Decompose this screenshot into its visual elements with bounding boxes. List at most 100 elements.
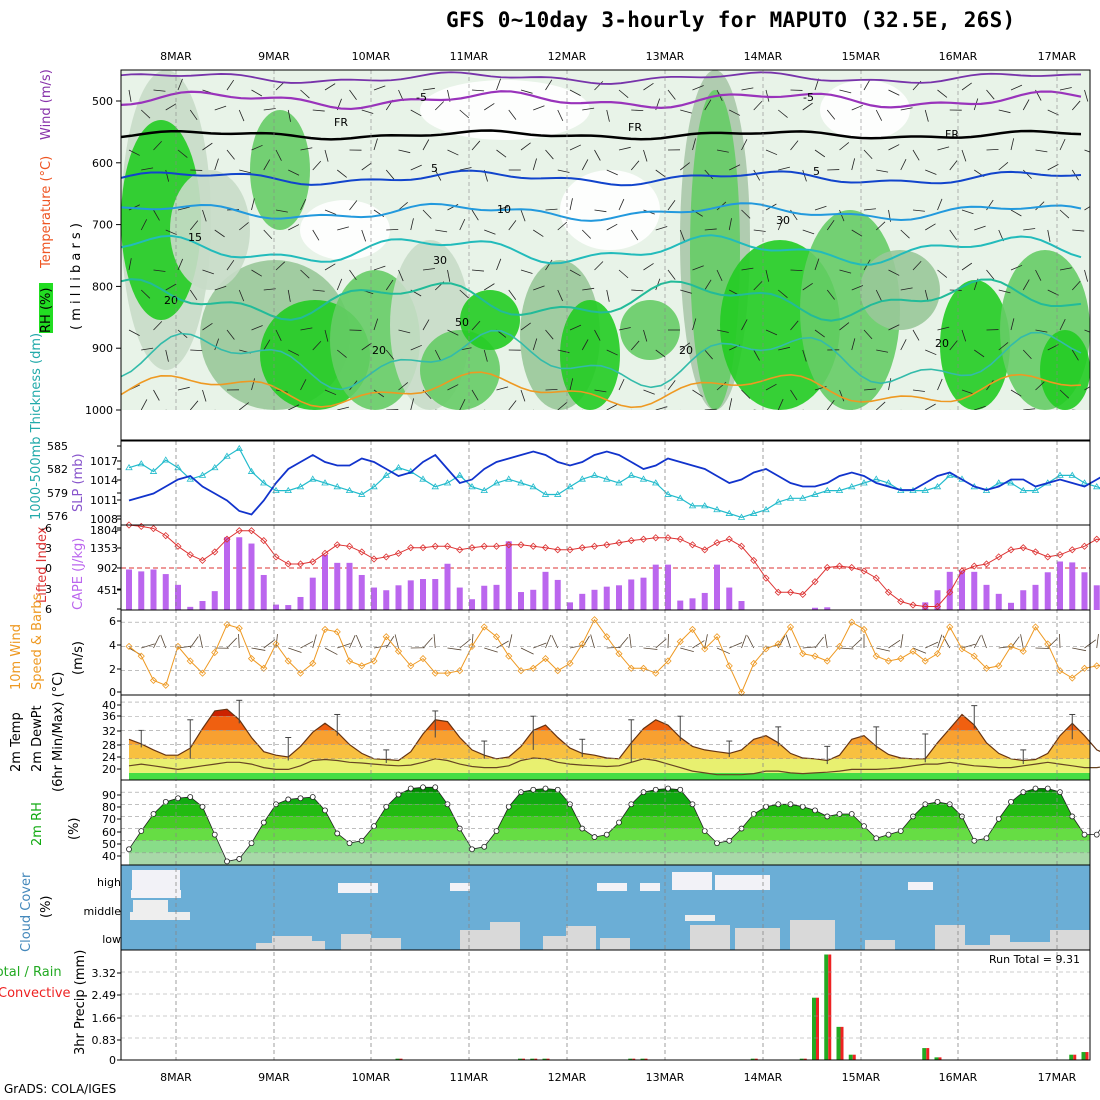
cape-bar bbox=[959, 570, 965, 610]
wind-barb bbox=[140, 109, 151, 119]
axis-tick-label: 36 bbox=[102, 710, 116, 723]
wind-barb bbox=[986, 89, 995, 100]
rh2m-label: 2m RH bbox=[30, 802, 45, 846]
lifted-index-line-point bbox=[296, 560, 305, 568]
wind10m-barb bbox=[1096, 634, 1099, 649]
contour-label-8: 15 bbox=[188, 231, 202, 244]
wind-barb bbox=[1059, 389, 1070, 399]
rh2m-line-point bbox=[383, 803, 390, 810]
wind-barb bbox=[557, 109, 564, 122]
wind-barb bbox=[140, 219, 148, 231]
cape-bar bbox=[444, 563, 451, 610]
rh2m-line-point bbox=[260, 819, 267, 826]
wind-barb bbox=[410, 164, 422, 171]
wind-barb bbox=[888, 89, 900, 96]
cape-bar bbox=[248, 543, 255, 610]
wind-barb bbox=[337, 169, 347, 178]
precip-conv-bar bbox=[534, 1058, 538, 1060]
cape-bar bbox=[1044, 572, 1051, 610]
wind-barb bbox=[520, 269, 533, 274]
thickness-line-point bbox=[884, 479, 893, 486]
wind-barb bbox=[569, 324, 582, 331]
wind-speed-line-point bbox=[872, 652, 880, 660]
wind-barb bbox=[753, 229, 766, 232]
wind-barb bbox=[692, 85, 704, 91]
thickness-line-point bbox=[333, 483, 341, 490]
wind-barb bbox=[569, 89, 581, 96]
wind-barb bbox=[631, 289, 644, 292]
wind-barb bbox=[777, 289, 788, 299]
wind-barb bbox=[1047, 164, 1059, 171]
lifted-index-line-point bbox=[750, 556, 758, 564]
rh2m-line-point bbox=[652, 786, 659, 793]
wind-barb bbox=[912, 209, 925, 212]
wind-axis: 6 4 2 0 bbox=[109, 615, 121, 699]
day-label: 9MAR bbox=[258, 50, 290, 63]
wind-speed-line-point bbox=[505, 652, 513, 660]
wind-speed-line-point bbox=[443, 669, 452, 677]
wind-barb bbox=[238, 222, 249, 231]
cape-bar bbox=[162, 574, 169, 610]
wind-barb bbox=[386, 228, 399, 231]
lifted-index-line-point bbox=[762, 574, 770, 582]
wind-speed-line-point bbox=[223, 621, 231, 629]
cloud-high-block bbox=[672, 872, 712, 890]
wind-barb bbox=[569, 378, 574, 391]
thickness-line-point bbox=[284, 486, 292, 494]
wind10m-barb bbox=[508, 634, 513, 649]
wind10m-barb bbox=[1020, 634, 1024, 649]
rh-shade-7 bbox=[420, 330, 500, 410]
cloud-low-block bbox=[690, 925, 730, 950]
axis-tick-label: 60 bbox=[102, 826, 116, 839]
thickness-line-point bbox=[1068, 471, 1076, 478]
wind-barb bbox=[1084, 89, 1089, 102]
wind-barb bbox=[128, 149, 140, 156]
rh2m-line-point bbox=[175, 795, 181, 802]
rh-shade-24 bbox=[300, 200, 390, 260]
wind-speed-line-point bbox=[284, 657, 292, 665]
rh2m-line-point bbox=[285, 796, 292, 803]
lifted-index-line-point bbox=[835, 562, 844, 570]
wind-barb bbox=[998, 109, 1011, 114]
wind10m-barb bbox=[394, 634, 399, 649]
lifted-index-line-point bbox=[1080, 542, 1089, 550]
wind-barb bbox=[471, 209, 479, 221]
lifted-index-line-point bbox=[517, 541, 525, 549]
cape-bar bbox=[126, 569, 132, 610]
wind10m-barb bbox=[251, 647, 266, 651]
wind10m-barb bbox=[520, 647, 534, 655]
wind-barb bbox=[1071, 349, 1079, 361]
wind-barb bbox=[508, 289, 517, 300]
thickness-line-point bbox=[149, 467, 158, 474]
thickness-line-point bbox=[358, 490, 366, 497]
wind-barb bbox=[888, 378, 892, 391]
wind-barb bbox=[802, 229, 815, 235]
wind-speed-line-point bbox=[1068, 674, 1076, 682]
wind-barb bbox=[839, 142, 850, 151]
wind-barb bbox=[814, 205, 827, 211]
wind-barb bbox=[692, 138, 696, 151]
wind-barb bbox=[165, 349, 169, 362]
wind-speed-line-point bbox=[345, 657, 354, 665]
day-label: 11MAR bbox=[450, 50, 489, 63]
wind-barb bbox=[875, 221, 886, 231]
contour-label-4: FR bbox=[945, 128, 959, 141]
wind-barb bbox=[1059, 267, 1072, 271]
wind10m-barb bbox=[704, 634, 708, 649]
wind-barb bbox=[177, 258, 184, 271]
cape-bar bbox=[1008, 602, 1014, 610]
axis-tick-label: 585 bbox=[47, 440, 68, 453]
wind-barb bbox=[704, 169, 714, 180]
thickness-line-point bbox=[688, 502, 697, 509]
axis-tick-label: -6 bbox=[41, 522, 52, 535]
wind-barb bbox=[618, 269, 629, 279]
wind-barb bbox=[716, 149, 729, 153]
wind-barb bbox=[692, 318, 697, 331]
wind-speed-line-point bbox=[149, 676, 158, 684]
wind-barb bbox=[484, 103, 495, 111]
wind-barb bbox=[471, 89, 484, 92]
precip-total-bar bbox=[1081, 1052, 1086, 1060]
cloud-middle-label: middle bbox=[83, 905, 121, 918]
precip-total-bar bbox=[640, 1058, 645, 1060]
wind-barb bbox=[888, 324, 900, 331]
